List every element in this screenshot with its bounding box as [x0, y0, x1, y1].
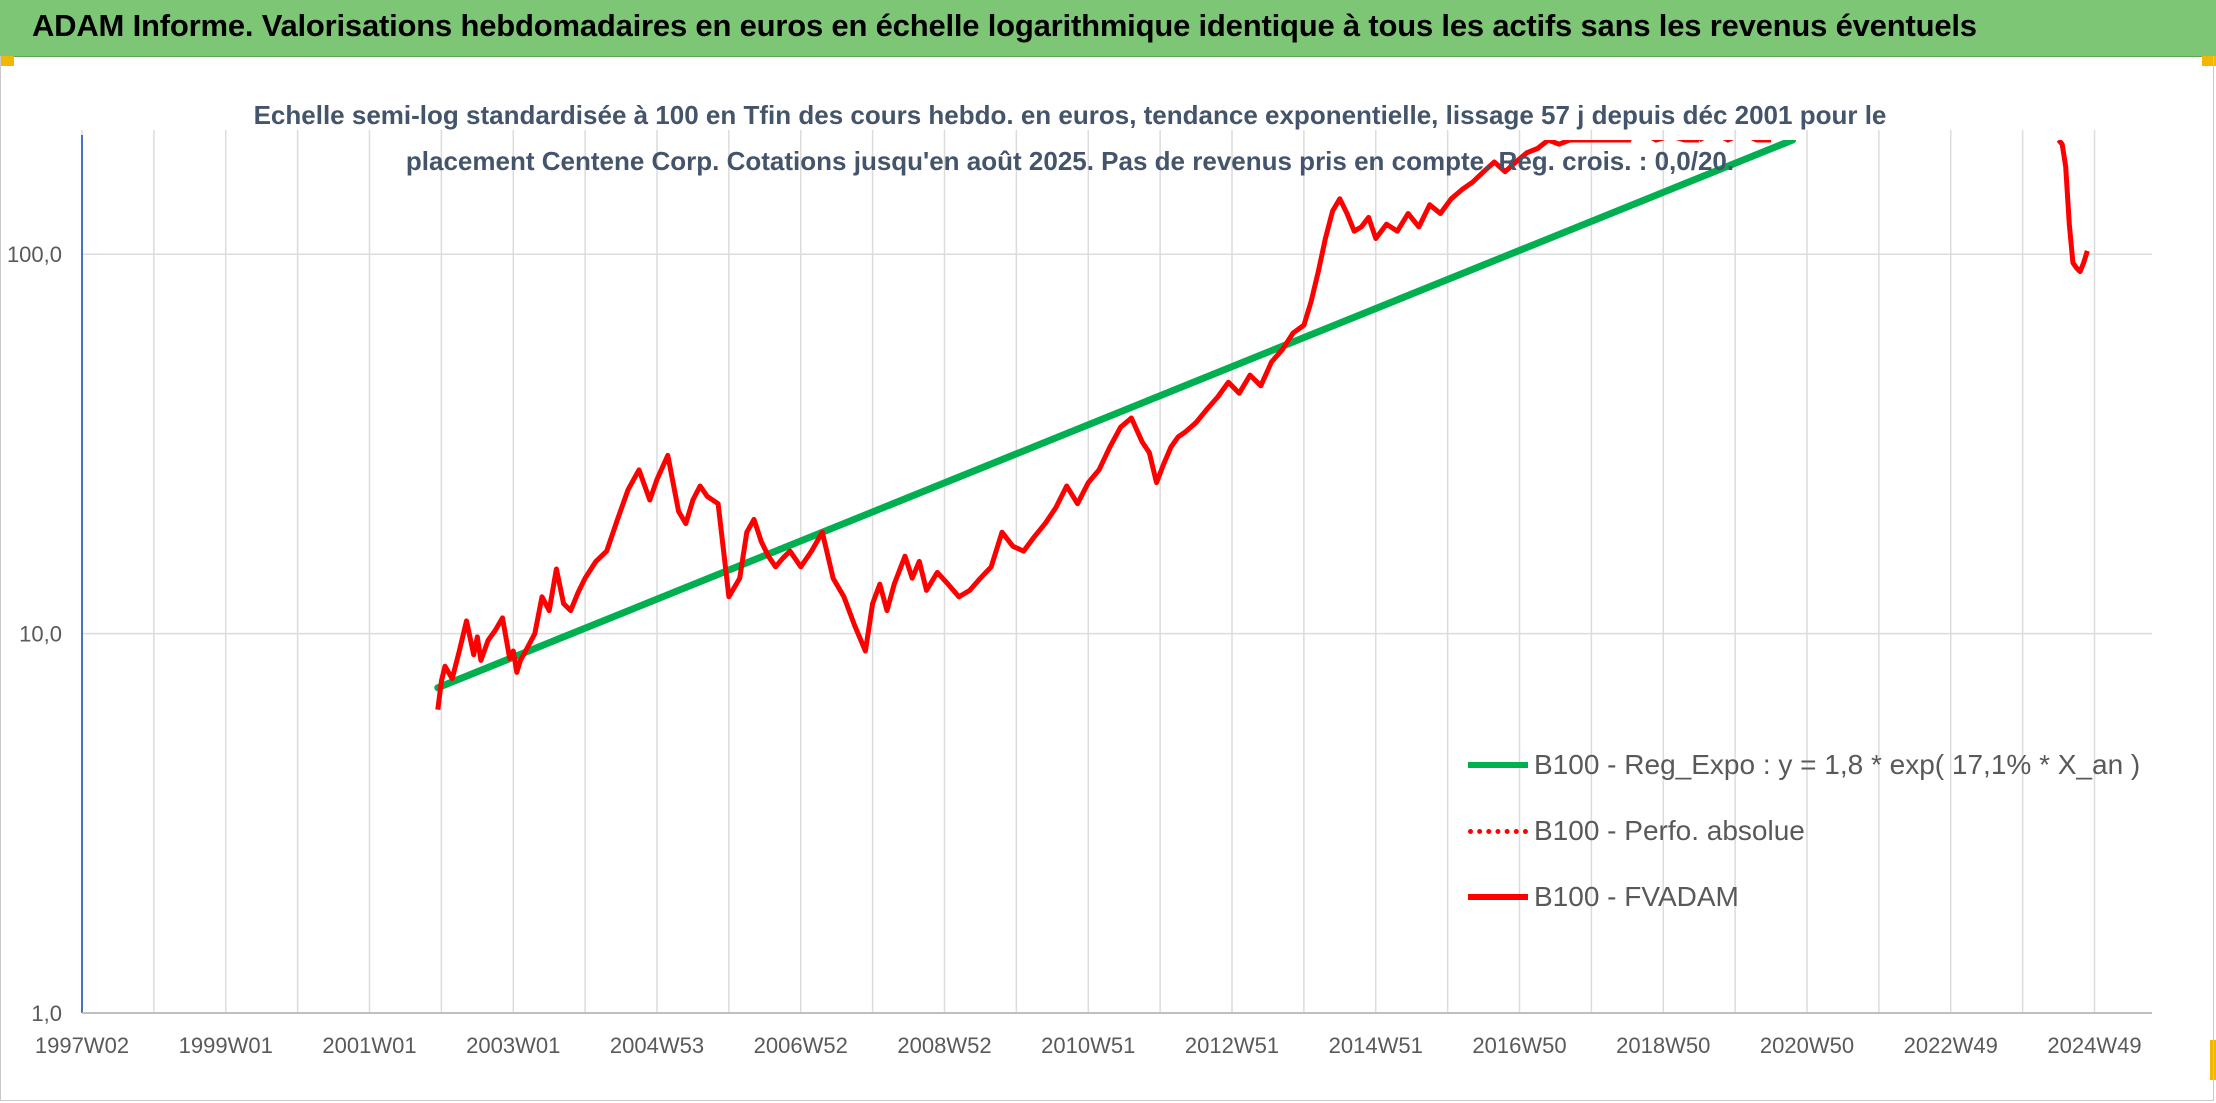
legend-item-reg-expo: B100 - Reg_Expo : y = 1,8 * exp( 17,1% *… — [1468, 732, 2140, 798]
x-tick-label: 2020W50 — [1760, 1033, 1854, 1058]
series-fvadam-line-1 — [2056, 140, 2090, 275]
x-tick-label: 2016W50 — [1472, 1033, 1566, 1058]
y-tick-label: 100,0 — [7, 242, 62, 267]
x-tick-label: 2012W51 — [1185, 1033, 1279, 1058]
x-tick-label: 2006W52 — [754, 1033, 848, 1058]
corner-marker-top-left — [0, 56, 14, 66]
y-tick-label: 1,0 — [31, 1001, 62, 1026]
x-tick-label: 1997W02 — [35, 1033, 129, 1058]
legend-label-fvadam: B100 - FVADAM — [1534, 881, 1739, 912]
x-tick-label: 2010W51 — [1041, 1033, 1135, 1058]
y-tick-label: 10,0 — [19, 622, 62, 647]
chart-axes — [81, 135, 2152, 1014]
chart-frame — [0, 56, 2214, 1101]
chart-legend: B100 - Reg_Expo : y = 1,8 * exp( 17,1% *… — [1468, 732, 2140, 930]
x-tick-label: 2024W49 — [2047, 1033, 2141, 1058]
chart-title: Echelle semi-log standardisée à 100 en T… — [253, 100, 1887, 176]
x-tick-label: 2001W01 — [322, 1033, 416, 1058]
series-reg-expo-line — [434, 140, 1797, 692]
report-title: ADAM Informe. Valorisations hebdomadaire… — [32, 8, 1977, 43]
x-tick-label: 2014W51 — [1329, 1033, 1423, 1058]
legend-item-fvadam: B100 - FVADAM — [1468, 864, 2140, 930]
legend-swatch-green-line — [1468, 762, 1528, 768]
x-tick-label: 2003W01 — [466, 1033, 560, 1058]
chart-labels: 1,0 10,0 100,0 1997W02 1999W01 2001W01 2003W01… — [7, 242, 2142, 1058]
series-fvadam-line-0 — [435, 140, 1631, 711]
x-tick-label: 1999W01 — [179, 1033, 273, 1058]
legend-item-perfo-absolue: B100 - Perfo. absolue — [1468, 798, 2140, 864]
x-tick-label: 2008W52 — [897, 1033, 991, 1058]
legend-label-reg-expo: B100 - Reg_Expo : y = 1,8 * exp( 17,1% *… — [1534, 749, 2141, 780]
legend-swatch-dotted-red-line — [1468, 828, 1528, 834]
legend-swatch-red-line — [1468, 894, 1528, 900]
report-banner: ADAM Informe. Valorisations hebdomadaire… — [0, 0, 2216, 57]
corner-marker-top-right — [2202, 56, 2216, 66]
legend-label-perfo-absolue: B100 - Perfo. absolue — [1534, 815, 1805, 846]
chart-series — [434, 140, 2090, 711]
x-tick-label: 2018W50 — [1616, 1033, 1710, 1058]
x-tick-label: 2004W53 — [610, 1033, 704, 1058]
x-tick-label: 2022W49 — [1904, 1033, 1998, 1058]
